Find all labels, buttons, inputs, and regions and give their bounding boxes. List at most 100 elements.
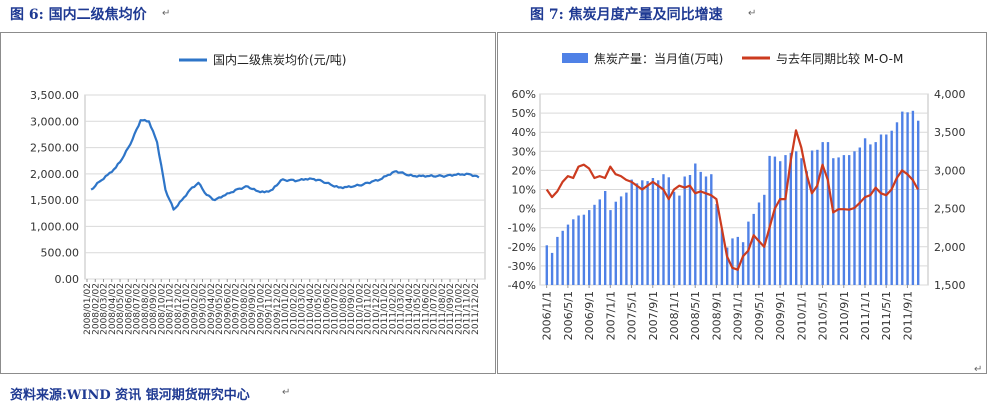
production-bar [821, 142, 824, 285]
y-left-tick-label: 0% [519, 203, 536, 216]
production-bar [694, 163, 697, 285]
y-left-tick-label: 60% [512, 88, 536, 101]
x-tick-label: 2009/09/02 [248, 283, 258, 335]
legend-label: 国内二级焦炭均价(元/吨) [213, 53, 346, 67]
y-tick-label: 2,000.00 [30, 168, 79, 181]
x-tick-label: 2011/08/02 [438, 283, 448, 335]
production-bar [901, 111, 904, 285]
x-tick-label: 2011/01/02 [380, 283, 390, 335]
x-tick-label: 2011/07/02 [430, 283, 440, 335]
production-bar [736, 236, 739, 285]
y-left-tick-label: -40% [508, 279, 536, 292]
production-bar [911, 110, 915, 285]
y-left-tick-label: 30% [512, 145, 536, 158]
x-tick-label: 2007/9/1 [647, 291, 660, 340]
x-tick-label: 2008/06/02 [124, 283, 134, 335]
y-left-tick-label: -10% [508, 222, 536, 235]
production-bar [917, 120, 920, 285]
y-left-tick-label: 50% [512, 107, 536, 120]
y-left-tick-label: -30% [508, 260, 536, 273]
y-right-tick-label: 2,500 [934, 203, 966, 216]
production-bar [566, 224, 570, 285]
production-bar [848, 155, 851, 285]
x-tick-label: 2011/11/02 [463, 283, 473, 335]
y-tick-label: 0.00 [55, 273, 80, 286]
x-tick-label: 2009/11/02 [265, 283, 275, 335]
y-left-tick-label: 10% [512, 184, 536, 197]
production-bar [657, 180, 660, 285]
production-bar [869, 144, 872, 285]
production-bar [816, 149, 819, 285]
production-bar [704, 176, 708, 285]
x-tick-label: 2008/12/02 [174, 283, 184, 335]
x-tick-label: 2011/04/02 [405, 283, 415, 335]
production-chart-panel: -40% -30% -20% -10% 0% 10% 20% 30% 40% 50% 60% 1,50… [497, 32, 987, 374]
x-tick-label: 2009/06/02 [223, 283, 233, 335]
production-bar [784, 155, 787, 285]
y-right-tick-label: 4,000 [934, 88, 966, 101]
y-right-tick-label: 3,000 [934, 164, 966, 177]
x-tick-label: 2010/9/1 [838, 291, 851, 340]
x-tick-label: 2010/08/02 [339, 283, 349, 335]
y-tick-label: 2,500.00 [30, 142, 79, 155]
production-bar [630, 179, 633, 285]
paragraph-mark: ↵ [748, 8, 757, 19]
x-tick-label: 2009/05/02 [215, 283, 225, 335]
x-tick-label: 2009/9/1 [774, 291, 787, 340]
legend-label: 焦炭产量：当月值(万吨) [594, 51, 723, 66]
x-tick-label: 2010/1/1 [795, 291, 808, 340]
plot-area [84, 94, 486, 280]
production-bar [561, 230, 564, 285]
x-tick-label: 2008/01/02 [83, 283, 93, 335]
production-bar [667, 177, 670, 285]
x-tick-label: 2011/1/1 [859, 291, 872, 340]
y-tick-label: 3,500.00 [30, 89, 79, 102]
production-bar [731, 238, 734, 285]
x-tick-label: 2011/03/02 [397, 283, 407, 335]
production-bar [858, 147, 861, 285]
paragraph-mark: ↵ [974, 364, 983, 375]
x-tick-label: 2009/12/02 [273, 283, 283, 335]
x-tick-label: 2009/07/02 [232, 283, 242, 335]
x-tick-label: 2011/5/1 [880, 291, 893, 340]
x-tick-label: 2011/05/02 [413, 283, 423, 335]
production-bar [593, 204, 596, 285]
price-chart-panel: 0.00 500.00 1,000.00 1,500.00 2,000.00 2,500.… [0, 32, 496, 374]
production-bar [768, 155, 771, 285]
x-tick-label: 2009/10/02 [256, 283, 266, 335]
production-bar [635, 183, 639, 285]
x-tick-label: 2008/9/1 [710, 291, 723, 340]
x-tick-label: 2009/03/02 [199, 283, 209, 335]
production-bar [588, 210, 591, 285]
production-bar [641, 180, 644, 285]
production-bar [810, 150, 814, 285]
x-tick-label: 2010/10/02 [355, 283, 365, 335]
production-bar [795, 151, 798, 285]
production-bar [842, 155, 846, 285]
production-bar [726, 247, 729, 285]
production-bar [832, 158, 835, 285]
production-chart: -40% -30% -20% -10% 0% 10% 20% 30% 40% 50% 60% 1,50… [508, 51, 966, 340]
production-bar [789, 152, 792, 285]
x-tick-label: 2008/11/02 [166, 283, 176, 335]
y-left-tick-label: 20% [512, 164, 536, 177]
y-left-tick-label: 40% [512, 126, 536, 139]
production-bar [688, 175, 692, 285]
paragraph-mark: ↵ [162, 8, 171, 19]
production-bar [710, 174, 713, 285]
production-bar [556, 236, 559, 285]
growth-series-line [545, 129, 919, 271]
legend-label: 与去年同期比较 M-O-M [776, 51, 903, 66]
x-tick-label: 2008/09/02 [149, 283, 159, 335]
y-right-tick-label: 2,000 [934, 241, 966, 254]
production-bar [646, 181, 649, 285]
x-tick-label: 2010/11/02 [364, 283, 374, 335]
production-bar [662, 174, 665, 285]
production-bar [906, 112, 909, 285]
x-tick-label: 2011/02/02 [388, 283, 398, 335]
y-right-tick-label: 1,500 [934, 279, 966, 292]
y-tick-label: 1,000.00 [30, 220, 79, 233]
x-tick-label: 2006/5/1 [562, 291, 575, 340]
production-bar [604, 191, 607, 285]
production-bar [747, 221, 750, 285]
